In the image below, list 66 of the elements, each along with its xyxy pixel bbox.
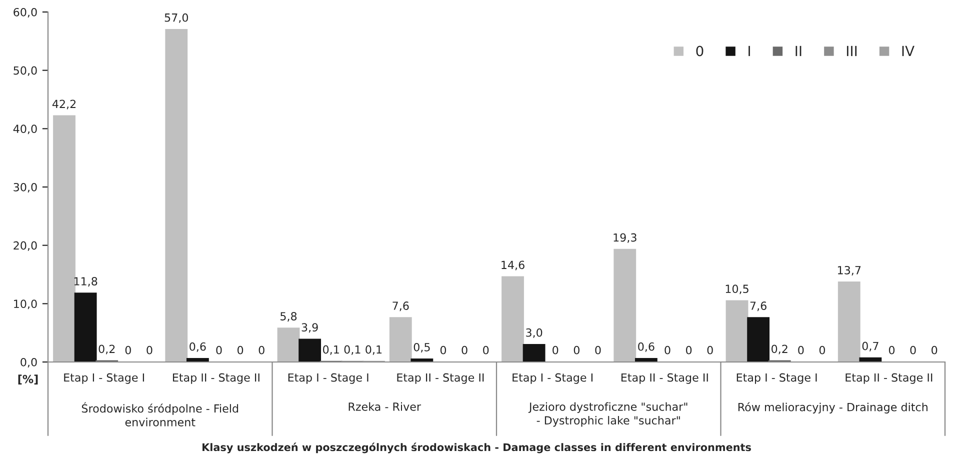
data-label: 0,2	[98, 344, 115, 354]
y-axis-title: [%]	[18, 374, 38, 385]
y-tick-label: 0,0	[20, 358, 37, 368]
text: Rzeka - River	[348, 402, 422, 411]
data-label: 0,1	[344, 345, 360, 355]
x-tick-label: Etap I - Stage I	[64, 373, 144, 384]
data-label: 0	[146, 346, 152, 354]
data-label: 3,0	[526, 328, 542, 338]
x-tick-label: Etap I - Stage I	[512, 373, 592, 384]
y-tick-label: 30,0	[14, 182, 37, 193]
data-label: 0	[216, 346, 222, 354]
y-tick-label: 60,0	[14, 8, 37, 18]
data-label: 0	[237, 346, 244, 354]
data-label: 0	[819, 346, 826, 354]
data-label: 0,7	[862, 342, 878, 352]
data-label: 0	[798, 346, 804, 354]
data-label: 0	[574, 346, 580, 354]
data-label: 0	[258, 346, 264, 354]
x-tick-label: Etap II - Stage II	[172, 373, 260, 384]
legend-label: I	[748, 46, 750, 56]
data-label: 0	[686, 346, 692, 354]
data-label: 0	[595, 346, 601, 354]
data-label: 19,3	[614, 233, 636, 243]
data-label: 0,1	[366, 345, 382, 355]
text: Środowisko śródpolne - Field environment	[82, 402, 238, 426]
text: Klasy uszkodzeń w poszczególnych środowiskach - Damage classes in different environments	[202, 442, 751, 454]
x-tick-label: Etap II - Stage II	[397, 373, 484, 384]
y-tick-label: 50,0	[14, 66, 37, 76]
data-label: 13,7	[838, 266, 861, 276]
data-label: 0	[462, 346, 468, 354]
data-label: 0	[664, 346, 670, 354]
data-label: 0	[888, 346, 895, 354]
text: Jezioro dystroficzne "suchar" - Dystrophic lake "suchar"	[528, 402, 688, 427]
y-tick-label: 40,0	[13, 124, 37, 134]
data-label: 0,6	[638, 342, 654, 352]
x-tick-label: Etap I - Stage I	[736, 373, 817, 384]
data-label: 0	[910, 346, 916, 354]
data-label: 10,5	[726, 284, 748, 294]
data-label: 0	[483, 346, 489, 354]
data-label: 42,2	[52, 100, 76, 110]
data-label: 0	[125, 346, 131, 354]
legend-label: IV	[902, 46, 914, 56]
data-label: 0,6	[190, 342, 206, 352]
data-label: 0	[440, 346, 446, 354]
data-label: 3,9	[302, 323, 318, 333]
data-label: 0,1	[323, 345, 339, 355]
y-tick-label: 10,0	[14, 300, 37, 310]
data-label: 0,2	[772, 344, 788, 354]
x-tick-label: Etap I - Stage I	[288, 373, 368, 384]
x-tick-label: Etap II - Stage II	[621, 373, 708, 384]
legend-label: III	[846, 46, 857, 56]
x-tick-label: Etap II - Stage II	[846, 373, 932, 384]
text: Rów melioracyjny - Drainage ditch	[738, 402, 928, 414]
legend-label: II	[796, 46, 802, 56]
data-label: 14,6	[502, 260, 524, 270]
data-label: 0	[552, 346, 558, 354]
data-label: 0	[932, 346, 938, 354]
data-label: 7,6	[750, 302, 766, 312]
data-label: 57,0	[164, 13, 188, 23]
data-label: 11,8	[74, 277, 98, 287]
y-tick-label: 20,0	[14, 241, 37, 251]
legend-label: 0	[696, 46, 704, 56]
data-label: 0,5	[414, 342, 430, 353]
data-label: 0	[707, 346, 713, 354]
data-label: 5,8	[280, 312, 297, 322]
data-label: 7,6	[392, 302, 409, 312]
